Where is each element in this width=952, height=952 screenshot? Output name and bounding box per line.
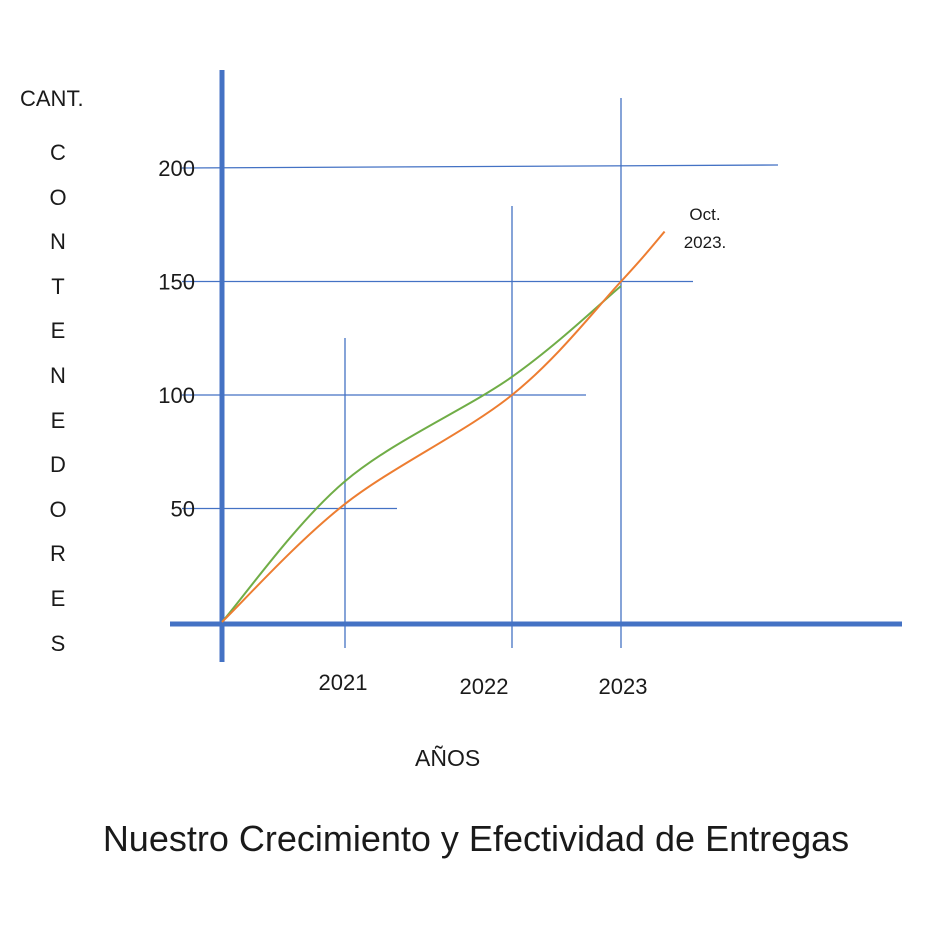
annotation-text: 2023.	[684, 233, 727, 252]
x-tick-label: 2022	[460, 674, 509, 699]
y-tick-label: 150	[158, 270, 195, 295]
x-axis-label: AÑOS	[415, 745, 481, 771]
series-line-2	[221, 230, 666, 623]
y-axis-vertical-letter: E	[50, 318, 66, 344]
y-axis-vertical-letter: R	[50, 541, 66, 567]
y-axis-vertical-letter: N	[50, 229, 66, 255]
x-tick-label: 2021	[319, 670, 368, 695]
annotation-text: Oct.	[689, 205, 720, 224]
y-axis-vertical-letter: C	[50, 140, 66, 165]
y-tick-label: 50	[171, 497, 195, 522]
y-axis-vertical-letter: E	[50, 407, 66, 433]
h-gridline	[181, 164, 779, 169]
y-tick-label: 100	[158, 383, 195, 408]
chart-title: Nuestro Crecimiento y Efectividad de Ent…	[102, 818, 850, 859]
y-axis-vertical-letter: O	[49, 496, 67, 522]
y-tick-label: 200	[158, 156, 195, 181]
y-axis-top-label: CANT.	[20, 86, 84, 111]
y-axis-vertical-letter: E	[50, 585, 66, 611]
y-axis-vertical-letter: T	[51, 273, 65, 299]
x-tick-label: 2023	[599, 674, 648, 699]
y-axis-vertical-letter: S	[50, 630, 66, 656]
series-line-1	[221, 285, 622, 623]
y-axis-vertical-letter: N	[50, 362, 66, 388]
y-axis-vertical-letter: D	[50, 452, 66, 478]
y-axis-vertical-letter: O	[49, 184, 67, 210]
